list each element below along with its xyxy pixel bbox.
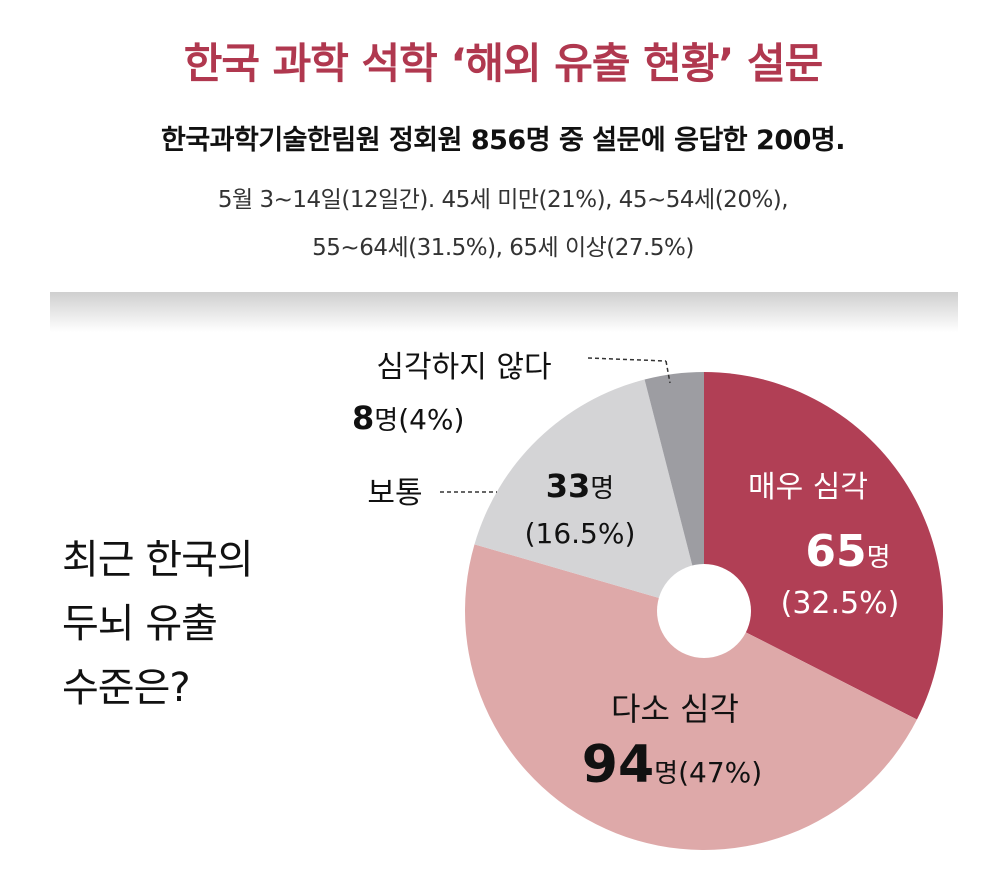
section-divider-band: [50, 292, 958, 332]
slice-count-very-serious: 65명: [805, 526, 890, 577]
leader-line-not-serious: [587, 357, 667, 362]
slice-label-very-serious: 매우 심각: [748, 470, 868, 505]
question-line-3: 수준은?: [62, 665, 191, 711]
survey-meta-line-2: 55∼64세(31.5%), 65세 이상(27.5%): [312, 235, 694, 261]
slice-very-serious: [704, 372, 943, 720]
slice-count-somewhat-serious: 94명(47%): [582, 735, 762, 795]
question-line-2: 두뇌 유출: [62, 601, 218, 647]
survey-question: 최근 한국의 두뇌 유출 수준은?: [62, 528, 254, 720]
slice-not-serious: [644, 372, 704, 611]
leader-line-not-serious-tail: [665, 360, 671, 384]
slice-label-normal: 보통: [367, 476, 422, 511]
chart-title: 한국 과학 석학 ‘해외 유출 현황’ 설문: [183, 39, 824, 88]
survey-meta-line-1: 5월 3∼14일(12일간). 45세 미만(21%), 45∼54세(20%)…: [217, 187, 789, 213]
slice-label-not-serious: 심각하지 않다: [376, 350, 551, 385]
slice-pct-very-serious: (32.5%): [781, 586, 900, 621]
slice-normal: [474, 379, 704, 611]
donut-hole: [657, 564, 751, 658]
slice-label-somewhat-serious: 다소 심각: [611, 690, 739, 728]
slice-somewhat-serious: [465, 544, 917, 850]
slice-count-not-serious: 8명(4%): [352, 399, 464, 437]
question-line-1: 최근 한국의: [62, 537, 254, 583]
slice-count-normal: 33명: [546, 467, 614, 505]
chart-subtitle: 한국과학기술한림원 정회원 856명 중 설문에 응답한 200명.: [160, 125, 846, 156]
slice-pct-normal: (16.5%): [525, 517, 636, 550]
